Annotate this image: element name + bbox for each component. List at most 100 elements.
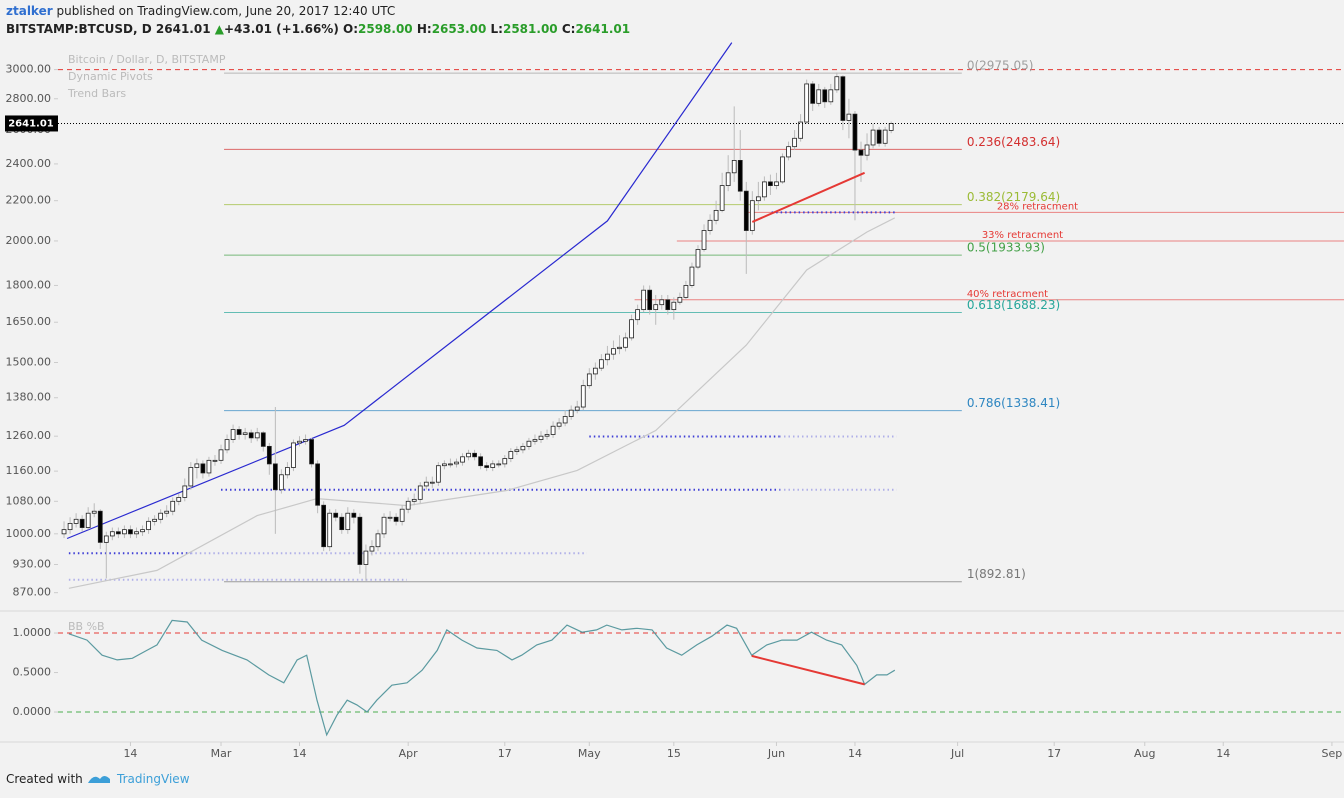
candle-body (429, 481, 435, 484)
candle-body (182, 485, 188, 498)
candle-body (321, 504, 327, 548)
candle-body (774, 181, 779, 186)
y-tick-label: 0.5000 (13, 666, 52, 679)
candle-body (502, 458, 508, 465)
candle-body (260, 432, 266, 447)
x-tick-label: Mar (211, 747, 232, 760)
candle-body (737, 160, 743, 192)
fib-label: 0.382(2179.64) (967, 190, 1060, 204)
candle-body (164, 510, 170, 514)
x-tick-label: May (578, 747, 601, 760)
candle-body (351, 512, 357, 518)
candle-body (689, 266, 695, 286)
candle-body (780, 156, 785, 183)
candle-body (188, 467, 194, 487)
candle-body (200, 463, 206, 474)
candle-body (478, 456, 483, 467)
candle-body (846, 113, 852, 121)
candle-body (526, 440, 532, 447)
y-tick-label: 1500.00 (6, 356, 52, 369)
study-name: Trend Bars (67, 87, 126, 100)
candle-body (568, 409, 574, 417)
indicator-pane (58, 619, 1344, 737)
candle-body (91, 510, 97, 514)
y-tick-label: 2400.00 (6, 157, 52, 170)
candle-body (116, 531, 121, 535)
candle-body (448, 463, 453, 466)
candle-body (140, 529, 145, 533)
candle-body (170, 500, 176, 512)
candle-body (852, 113, 858, 151)
candle-body (641, 289, 647, 311)
candle-body (67, 523, 73, 531)
y-tick-label: 930.00 (13, 557, 52, 570)
x-tick-label: 17 (498, 747, 512, 760)
last: 2641.01 (155, 22, 211, 36)
x-tick-label: Jun (767, 747, 785, 760)
candle-body (375, 533, 381, 548)
x-tick-label: 14 (123, 747, 137, 760)
candle-body (876, 129, 882, 144)
candle-body (671, 301, 677, 311)
candle-body (695, 249, 701, 268)
candle-body (357, 516, 363, 565)
y-tick-label: 1260.00 (6, 429, 52, 442)
published: published on TradingView.com, June 20, 2… (56, 4, 396, 18)
fib-label: 0.236(2483.64) (967, 135, 1060, 149)
candle-body (822, 89, 828, 103)
candle-body (562, 416, 568, 424)
candle-body (550, 425, 556, 435)
retracement-label: 40% retracment (967, 289, 1048, 300)
candle-body (194, 463, 200, 468)
candle-body (556, 422, 562, 427)
candle-body (647, 289, 653, 311)
candle-body (460, 456, 465, 463)
author[interactable]: ztalker (6, 4, 53, 18)
candle-body (224, 439, 230, 451)
candle-body (592, 367, 598, 375)
brand[interactable]: TradingView (117, 772, 190, 786)
trend-line (66, 42, 733, 540)
candle-body (309, 439, 314, 465)
candle-body (683, 285, 689, 298)
candle-body (743, 190, 749, 231)
candle-body (345, 512, 351, 531)
candle-body (749, 200, 755, 231)
symbol-line: BITSTAMP:BTCUSD, D 2641.01 ▲+43.01 (+1.6… (6, 22, 630, 36)
x-tick-label: 14 (293, 747, 307, 760)
candle-body (864, 144, 870, 156)
candle-body (701, 230, 707, 250)
candle-body (411, 498, 417, 502)
candle-body (128, 529, 133, 535)
candle-body (363, 550, 369, 565)
y-tick-label: 2800.00 (6, 92, 52, 105)
y-tick-label: 1800.00 (6, 278, 52, 291)
x-tick-label: 14 (1216, 747, 1230, 760)
candle-body (272, 463, 278, 491)
candle-body (858, 149, 864, 156)
c-label: C: (561, 22, 576, 36)
logo-icon (88, 776, 110, 783)
fib-label: 0.5(1933.93) (967, 241, 1045, 255)
high: 2653.00 (431, 22, 487, 36)
candle-body (315, 463, 320, 506)
retracement-label: 33% retracment (982, 230, 1063, 241)
candle-body (538, 435, 544, 440)
candle-body (719, 185, 725, 211)
fib-label: 1(892.81) (967, 567, 1026, 581)
candle-body (580, 385, 586, 408)
candle-body (496, 463, 502, 466)
candle-body (85, 512, 91, 528)
footer: Created with TradingView (6, 772, 190, 786)
candle-body (653, 304, 659, 311)
candle-body (79, 518, 85, 528)
axes: 870.00 930.00 1000.00 1080.00 1160.00 1260.00… (6, 63, 1343, 760)
candle-body (617, 346, 622, 350)
candle-body (103, 535, 109, 543)
candle-body (665, 299, 671, 311)
candle-body (870, 129, 876, 146)
candle-body (279, 474, 284, 491)
last-price-box (5, 115, 58, 132)
candle-body (206, 459, 212, 474)
